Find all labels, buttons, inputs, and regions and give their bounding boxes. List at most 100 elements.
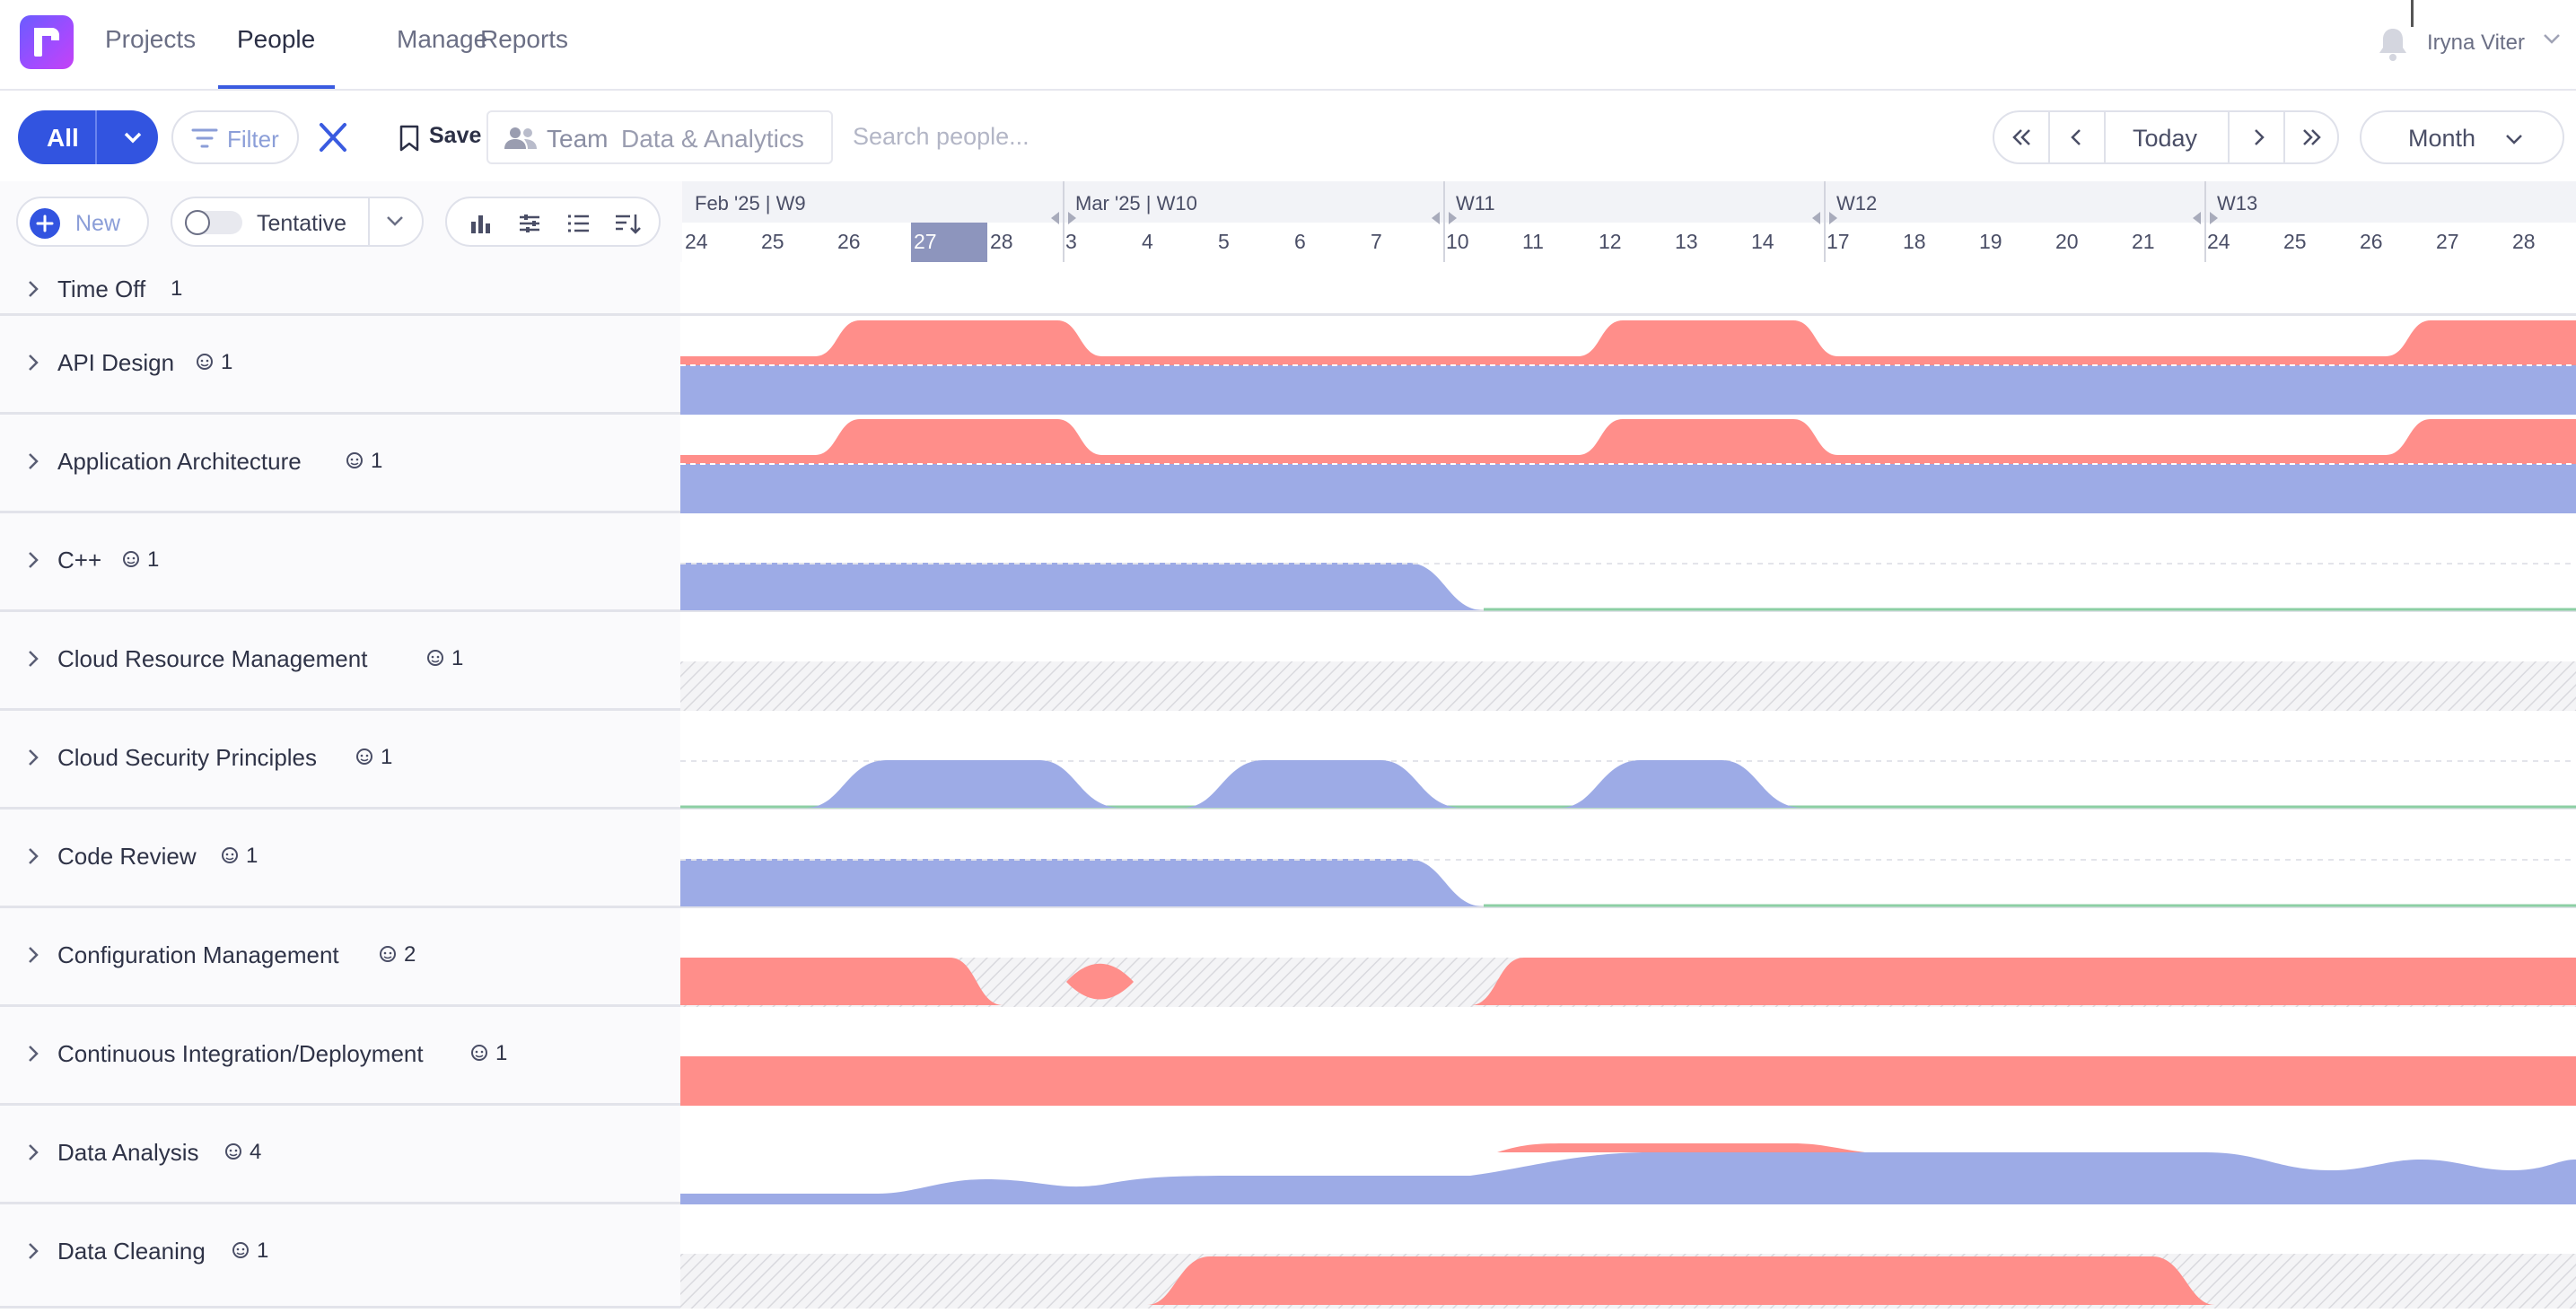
sort-icon[interactable] — [614, 211, 641, 236]
sliders-icon[interactable] — [517, 211, 542, 236]
capacity-chart[interactable] — [680, 711, 2576, 809]
row-label-cell: Time Off 1 — [0, 262, 682, 313]
filter-icon — [191, 128, 218, 148]
skill-row[interactable]: Application Architecture 1 — [0, 415, 2576, 513]
chevron-right-icon[interactable] — [25, 451, 41, 472]
row-name: Configuration Management — [57, 941, 339, 968]
skill-row[interactable]: Cloud Security Principles 1 — [0, 711, 2576, 810]
view-mode-select[interactable]: Month — [2360, 110, 2564, 164]
today-highlight — [911, 223, 987, 262]
row-name: Code Review — [57, 843, 197, 870]
user-name[interactable]: Iryna Viter — [2427, 31, 2525, 55]
week-label: W12 — [1836, 192, 1878, 214]
skill-row[interactable]: Configuration Management 2 — [0, 908, 2576, 1007]
skill-row[interactable]: API Design 1 — [0, 316, 2576, 415]
list-icon[interactable] — [565, 211, 591, 236]
nav-tab-projects[interactable]: Projects — [105, 25, 197, 53]
skill-row[interactable]: Continuous Integration/Deployment 1 — [0, 1007, 2576, 1106]
skill-row[interactable]: Time Off 1 — [0, 262, 2576, 316]
search-input[interactable]: Search people... — [853, 123, 1030, 150]
chevron-right-icon[interactable] — [25, 1043, 41, 1064]
divider — [95, 110, 97, 164]
day-label: 26 — [2360, 230, 2383, 253]
collapse-right-icon[interactable] — [1449, 212, 1457, 224]
jump-back-button[interactable] — [1994, 112, 2050, 162]
nav-tab-reports[interactable]: Reports — [480, 25, 569, 53]
row-label-cell: Code Review 1 — [0, 810, 682, 906]
jump-forward-button[interactable] — [2285, 112, 2339, 162]
collapse-left-icon[interactable] — [2193, 212, 2201, 224]
skill-row[interactable]: Code Review 1 — [0, 810, 2576, 908]
capacity-graph — [680, 859, 2576, 907]
double-chevron-right-icon — [2303, 129, 2321, 145]
capacity-chart[interactable] — [680, 908, 2576, 1007]
row-count: 1 — [470, 1041, 507, 1066]
capacity-graph — [680, 262, 2576, 316]
collapse-left-icon[interactable] — [1812, 212, 1820, 224]
skill-row[interactable]: Data Analysis 4 — [0, 1106, 2576, 1204]
chevron-right-icon[interactable] — [25, 648, 41, 670]
week-label: Mar '25 | W10 — [1075, 192, 1197, 214]
chevron-down-icon[interactable] — [2542, 32, 2562, 45]
next-button[interactable] — [2230, 112, 2285, 162]
skill-row[interactable]: Data Cleaning 1 — [0, 1204, 2576, 1309]
today-label: Today — [2133, 125, 2198, 152]
row-count-value: 1 — [221, 350, 233, 374]
chevron-right-icon[interactable] — [25, 352, 41, 373]
week-label: W11 — [1456, 192, 1495, 214]
person-icon — [197, 354, 213, 370]
capacity-chart[interactable] — [680, 262, 2576, 313]
chevron-right-icon[interactable] — [25, 944, 41, 966]
skills-list: Time Off 1 API Design 1 — [0, 262, 2576, 1309]
bar-chart-icon[interactable] — [469, 211, 494, 236]
capacity-chart[interactable] — [680, 1106, 2576, 1204]
chevron-right-icon[interactable] — [25, 1142, 41, 1163]
collapse-right-icon[interactable] — [2210, 212, 2218, 224]
all-filter-button[interactable]: All — [18, 110, 158, 164]
double-chevron-left-icon — [2012, 129, 2030, 145]
new-button[interactable]: New — [16, 197, 149, 247]
capacity-chart[interactable] — [680, 513, 2576, 611]
save-view-button[interactable]: Save — [399, 123, 481, 152]
row-count: 1 — [196, 350, 232, 375]
app-logo[interactable] — [20, 15, 74, 69]
capacity-chart[interactable] — [680, 612, 2576, 711]
bell-icon[interactable] — [2377, 25, 2409, 63]
skill-row[interactable]: Cloud Resource Management 1 — [0, 612, 2576, 711]
close-icon[interactable] — [316, 121, 352, 153]
previous-button[interactable] — [2050, 112, 2106, 162]
collapse-left-icon[interactable] — [1432, 212, 1440, 224]
chevron-right-icon[interactable] — [25, 549, 41, 571]
person-icon — [380, 946, 396, 962]
row-label-cell: Data Cleaning 1 — [0, 1204, 682, 1306]
row-name: API Design — [57, 349, 175, 376]
filter-button[interactable]: Filter — [171, 110, 299, 164]
collapse-left-icon[interactable] — [1051, 212, 1059, 224]
today-button[interactable]: Today — [2106, 112, 2230, 162]
team-selector[interactable]: Team Data & Analytics — [486, 110, 833, 164]
skill-row[interactable]: C++ 1 — [0, 513, 2576, 612]
row-name: Continuous Integration/Deployment — [57, 1040, 424, 1067]
capacity-chart[interactable] — [680, 316, 2576, 415]
nav-tab-manage[interactable]: Manage — [397, 25, 488, 53]
top-navigation: Projects People Manage Reports Iryna Vit… — [0, 0, 2576, 91]
capacity-chart[interactable] — [680, 415, 2576, 513]
chevron-down-icon[interactable] — [122, 128, 144, 146]
chevron-right-icon[interactable] — [25, 1240, 41, 1262]
day-label: 25 — [761, 230, 784, 253]
capacity-chart[interactable] — [680, 1204, 2576, 1309]
collapse-right-icon[interactable] — [1068, 212, 1076, 224]
chevron-down-icon[interactable] — [384, 213, 406, 231]
capacity-chart[interactable] — [680, 1007, 2576, 1106]
row-label-cell: C++ 1 — [0, 513, 682, 609]
chevron-right-icon[interactable] — [25, 747, 41, 768]
chevron-right-icon[interactable] — [25, 845, 41, 867]
nav-tab-people[interactable]: People — [237, 25, 316, 53]
collapse-right-icon[interactable] — [1829, 212, 1837, 224]
tentative-toggle[interactable] — [185, 210, 242, 235]
row-count-value: 2 — [404, 942, 416, 967]
plus-circle-icon — [30, 208, 60, 239]
person-icon — [427, 650, 443, 666]
chevron-right-icon[interactable] — [25, 278, 41, 300]
capacity-chart[interactable] — [680, 810, 2576, 907]
